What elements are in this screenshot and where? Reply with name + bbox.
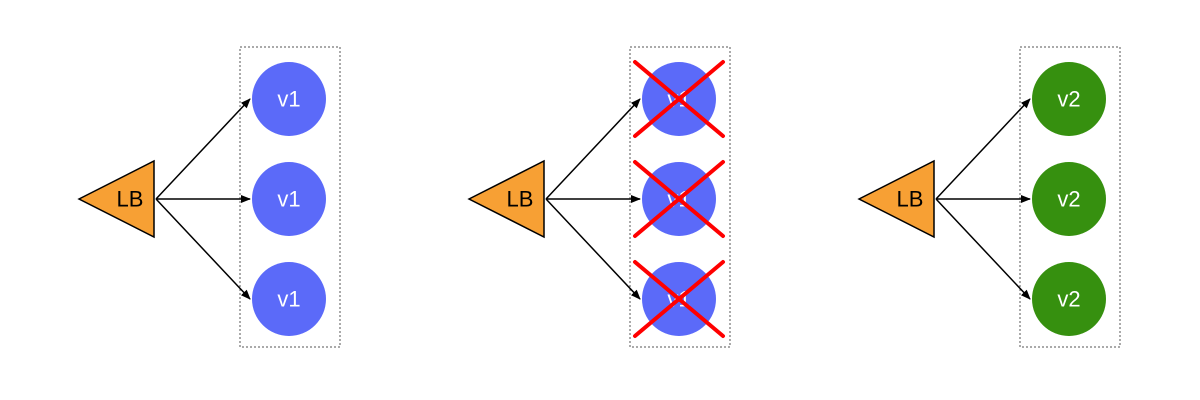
instance-circle: [252, 262, 326, 336]
load-balancer-label: LB: [117, 187, 144, 212]
instance-pool-box: [629, 46, 731, 348]
arrow-to-node-1: [155, 98, 251, 200]
instance-pool-box: [239, 46, 341, 348]
instance-node: v2: [1032, 162, 1106, 236]
instance-node: v1: [633, 60, 725, 138]
arrow-to-node-3: [545, 198, 641, 300]
load-balancer-shape: [467, 159, 545, 239]
panel-2: LB v1 v1 v1: [467, 46, 731, 348]
instance-circle: [252, 162, 326, 236]
instance-circle: [252, 62, 326, 136]
instance-circle: [1032, 162, 1106, 236]
arrow-to-node-3: [935, 198, 1031, 300]
instance-node: v1: [252, 162, 326, 236]
instance-label: v1: [277, 87, 300, 112]
instance-node: v2: [1032, 262, 1106, 336]
load-balancer-shape: [857, 159, 935, 239]
cross-out-icon: [633, 160, 725, 238]
cross-out-icon: [633, 260, 725, 338]
instance-circle: [1032, 262, 1106, 336]
instance-circle: [1032, 62, 1106, 136]
instance-label: v1: [277, 187, 300, 212]
arrow-to-node-1: [935, 98, 1031, 200]
instance-label: v2: [1057, 87, 1080, 112]
instance-node: v1: [633, 260, 725, 338]
instance-label: v2: [1057, 187, 1080, 212]
instance-node: v2: [1032, 62, 1106, 136]
load-balancer-label: LB: [897, 187, 924, 212]
panel-3: LB v2 v2 v2: [857, 46, 1121, 348]
instance-node: v1: [252, 262, 326, 336]
arrow-to-node-1: [545, 98, 641, 200]
instance-pool-box: [1019, 46, 1121, 348]
instance-node: v1: [252, 62, 326, 136]
load-balancer-label: LB: [507, 187, 534, 212]
instance-label: v1: [277, 287, 300, 312]
instance-node: v1: [633, 160, 725, 238]
cross-out-icon: [633, 60, 725, 138]
panel-1: LB v1 v1 v1: [77, 46, 341, 348]
panels-root: LB v1 v1 v1 LB v1 v1 v1 LB v2 v2 v2: [77, 46, 1121, 348]
load-balancer-shape: [77, 159, 155, 239]
instance-label: v2: [1057, 287, 1080, 312]
arrow-to-node-3: [155, 198, 251, 300]
